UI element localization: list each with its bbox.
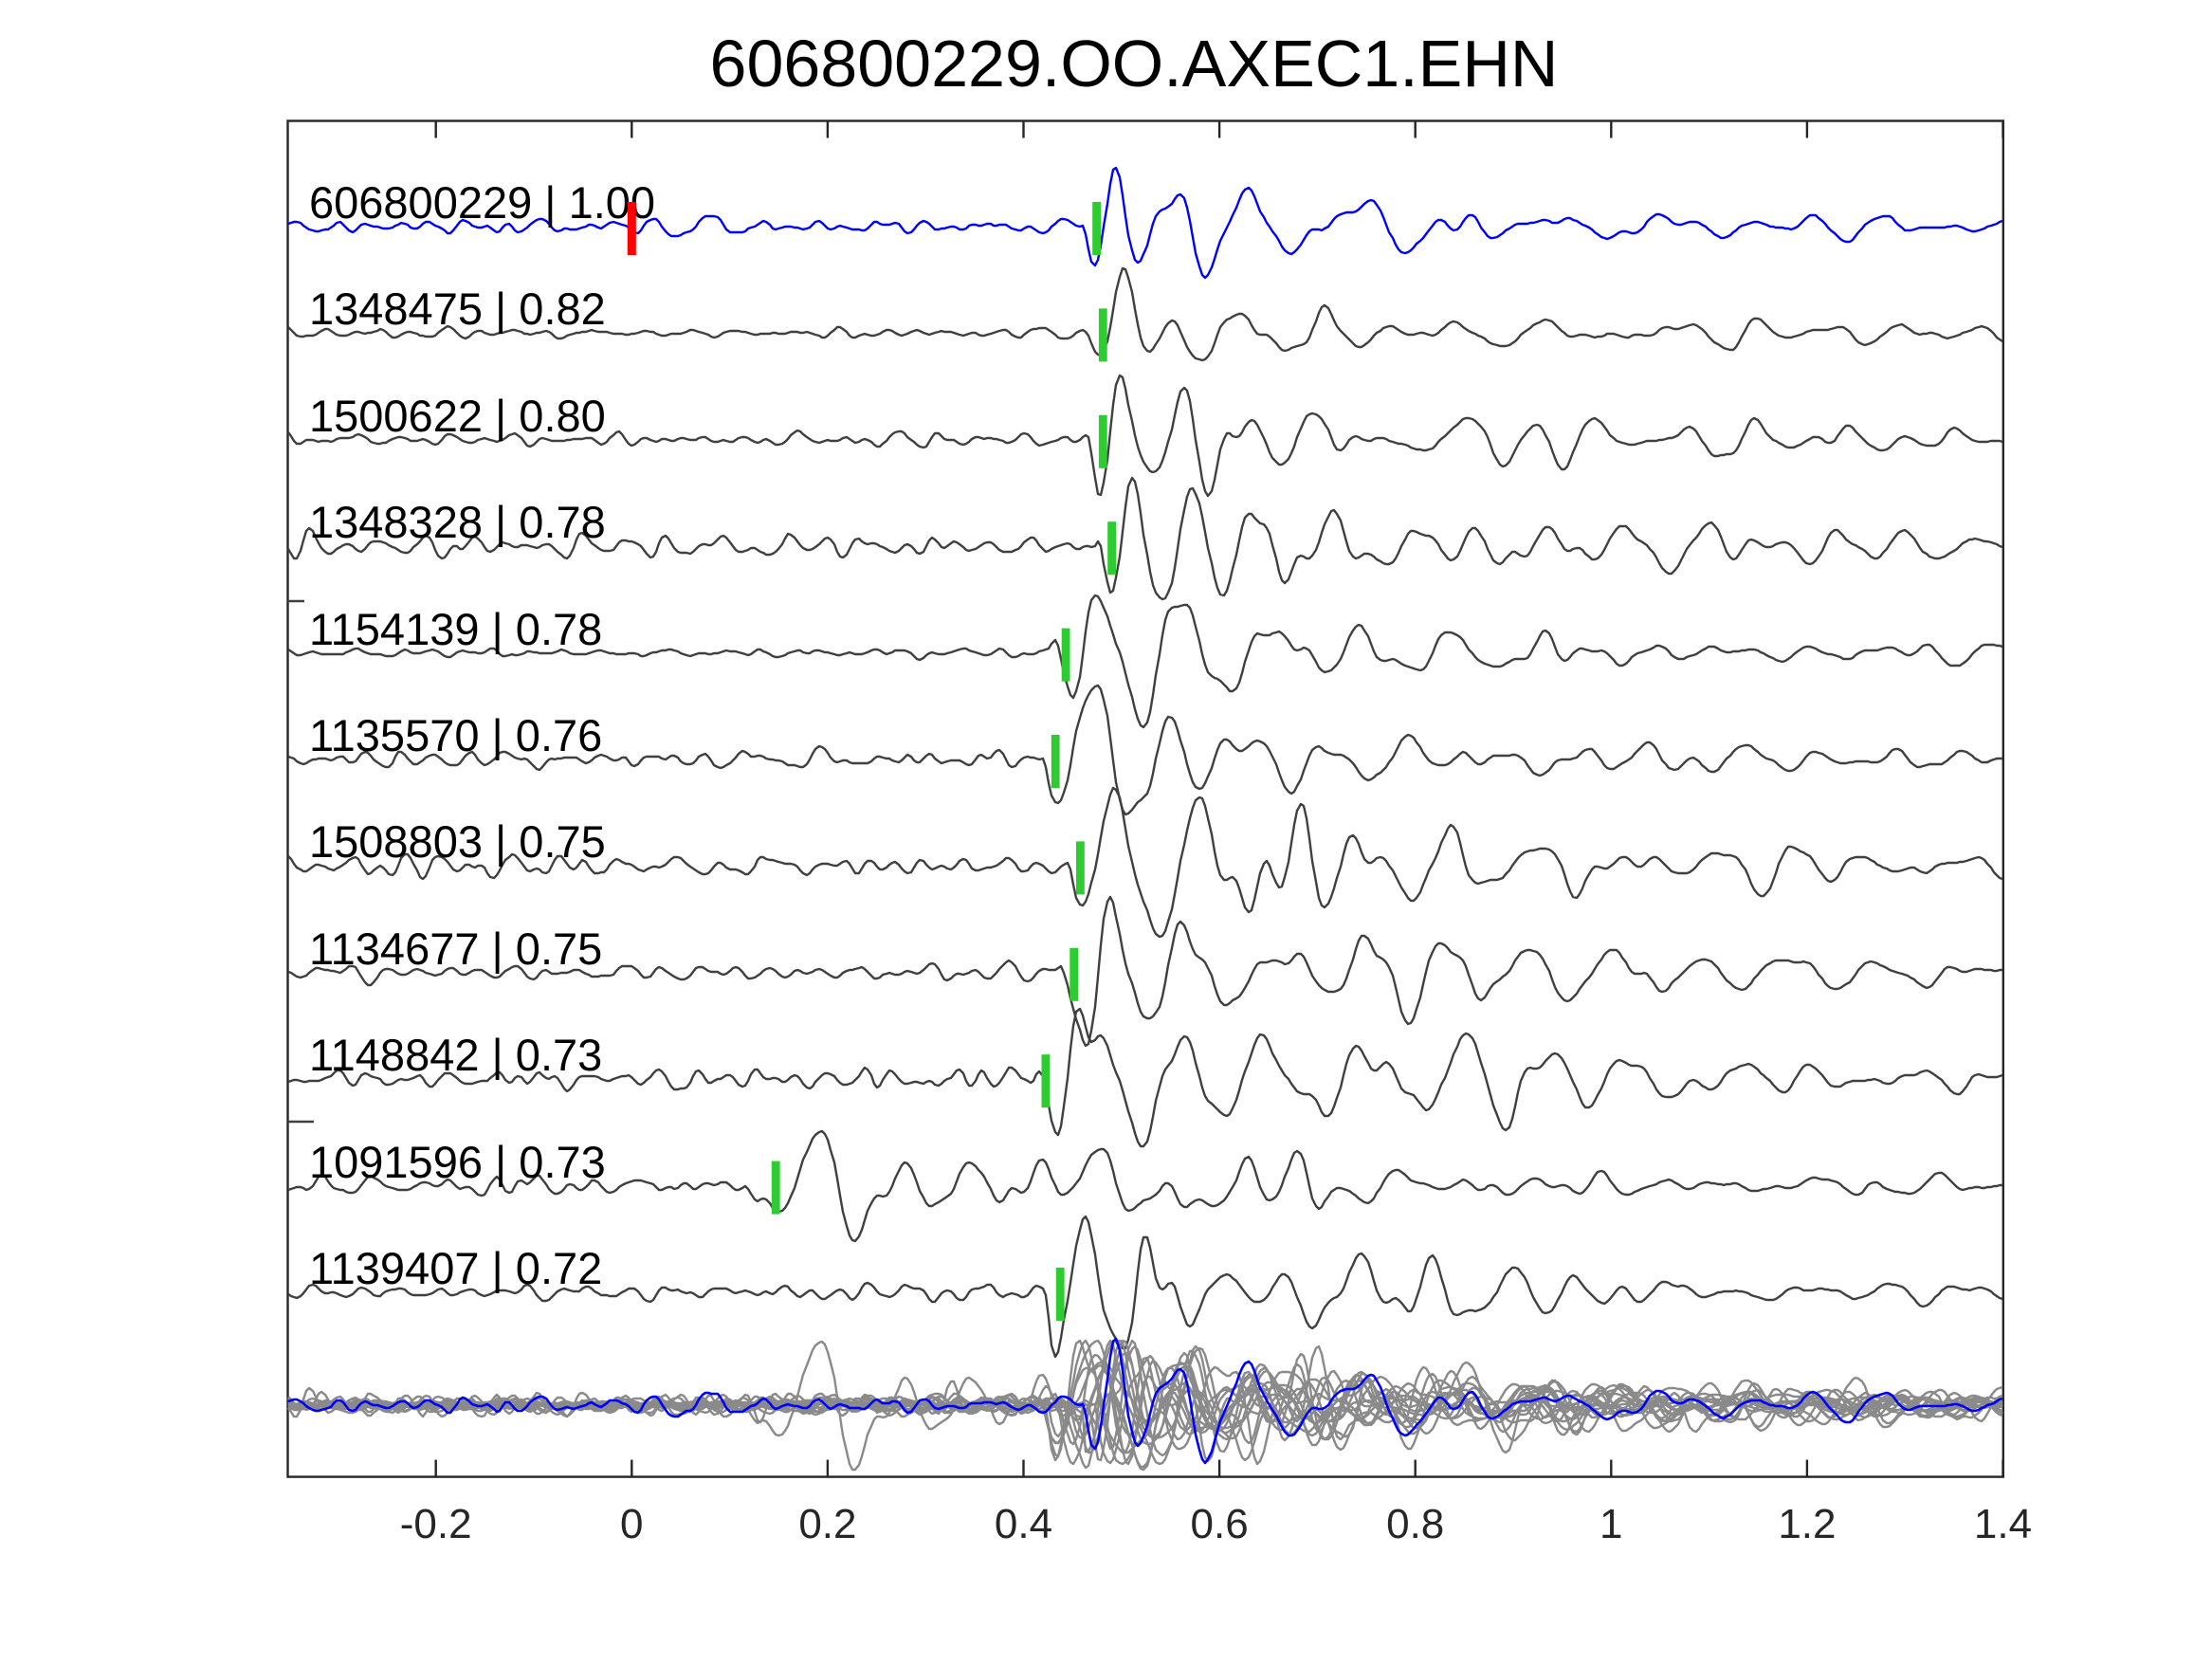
svg-text:1134677 | 0.75: 1134677 | 0.75 xyxy=(309,923,602,974)
svg-text:0.4: 0.4 xyxy=(995,1501,1052,1547)
svg-text:1500622 | 0.80: 1500622 | 0.80 xyxy=(309,391,606,441)
svg-text:1091596 | 0.73: 1091596 | 0.73 xyxy=(309,1137,606,1187)
svg-text:606800229 | 1.00: 606800229 | 1.00 xyxy=(309,177,655,228)
svg-text:0.8: 0.8 xyxy=(1386,1501,1444,1547)
svg-text:1508803 | 0.75: 1508803 | 0.75 xyxy=(309,816,606,867)
svg-text:1135570 | 0.76: 1135570 | 0.76 xyxy=(309,710,602,760)
svg-text:0.6: 0.6 xyxy=(1191,1501,1249,1547)
svg-text:0.2: 0.2 xyxy=(798,1501,856,1547)
svg-text:1: 1 xyxy=(1600,1501,1622,1547)
svg-text:1154139 | 0.78: 1154139 | 0.78 xyxy=(309,604,602,654)
svg-text:0: 0 xyxy=(620,1501,643,1547)
svg-text:1348328 | 0.78: 1348328 | 0.78 xyxy=(309,497,606,547)
svg-text:1139407 | 0.72: 1139407 | 0.72 xyxy=(309,1243,602,1293)
svg-text:1148842 | 0.73: 1148842 | 0.73 xyxy=(309,1030,602,1080)
svg-text:-0.2: -0.2 xyxy=(400,1501,472,1547)
svg-text:606800229.OO.AXEC1.EHN: 606800229.OO.AXEC1.EHN xyxy=(710,27,1559,101)
svg-text:1348475 | 0.82: 1348475 | 0.82 xyxy=(309,283,606,334)
svg-text:1.4: 1.4 xyxy=(1974,1501,2032,1547)
svg-text:1.2: 1.2 xyxy=(1778,1501,1836,1547)
